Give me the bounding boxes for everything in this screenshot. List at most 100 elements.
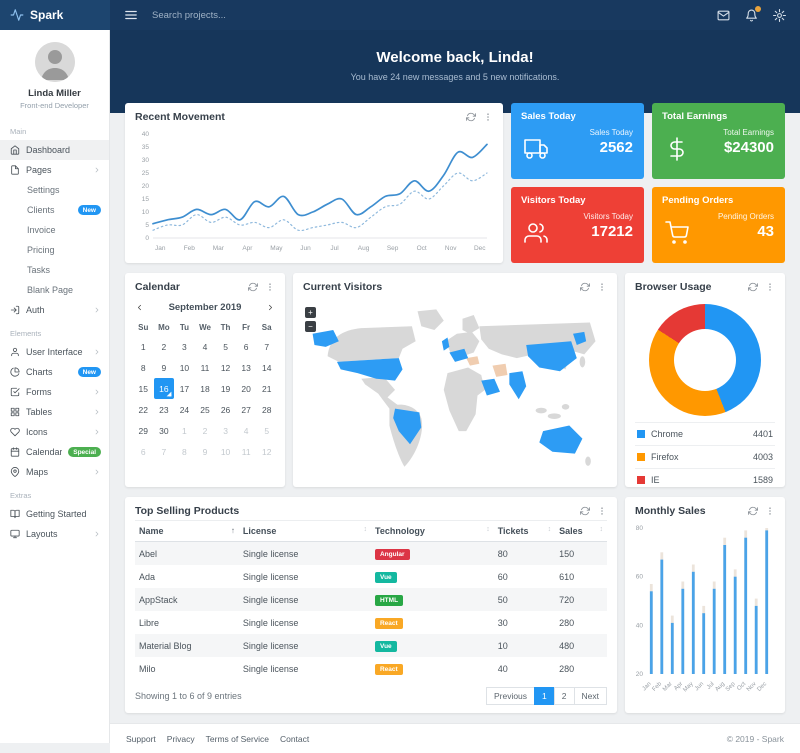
calendar-day[interactable]: 25 (200, 404, 210, 415)
column-header-technology[interactable]: Technology ↕ (370, 520, 494, 542)
legend-item-ie[interactable]: IE 1589 (635, 468, 775, 491)
refresh-icon[interactable] (748, 282, 758, 292)
calendar-day[interactable]: 12 (220, 362, 231, 373)
calendar-day[interactable]: 30 (159, 425, 169, 436)
stat-card-total-earnings[interactable]: Total Earnings Total Earnings $24300 (652, 103, 785, 179)
calendar-day[interactable]: 27 (241, 404, 251, 415)
table-row[interactable]: AppStack Single license HTML 50 720 (135, 588, 607, 611)
calendar-day[interactable]: 18 (200, 383, 210, 394)
brand[interactable]: Spark (0, 0, 110, 30)
footer-link-support[interactable]: Support (126, 733, 156, 744)
refresh-icon[interactable] (248, 282, 258, 292)
legend-item-firefox[interactable]: Firefox 4003 (635, 445, 775, 468)
calendar-day[interactable]: 9 (202, 446, 208, 457)
calendar-day[interactable]: 20 (241, 383, 251, 394)
calendar-day[interactable]: 15 (138, 383, 149, 394)
menu-icon[interactable] (124, 8, 138, 22)
calendar-day[interactable]: 26 (220, 404, 231, 415)
kebab-menu-icon[interactable] (597, 506, 607, 516)
calendar-next-icon[interactable] (266, 303, 275, 312)
sidebar-item-dashboard[interactable]: Dashboard (0, 140, 109, 160)
footer-link-terms-of-service[interactable]: Terms of Service (205, 733, 269, 744)
sidebar-item-layouts[interactable]: Layouts (0, 524, 109, 544)
sidebar-item-blank-page[interactable]: Blank Page (0, 280, 109, 300)
calendar-day[interactable]: 8 (182, 446, 187, 457)
sidebar-item-icons[interactable]: Icons (0, 422, 109, 442)
sidebar-item-calendar[interactable]: Calendar Special (0, 442, 109, 462)
calendar-day[interactable]: 3 (223, 425, 228, 436)
calendar-day[interactable]: 7 (264, 341, 270, 352)
calendar-day[interactable]: 19 (220, 383, 231, 394)
sidebar-item-pages[interactable]: Pages (0, 160, 109, 180)
calendar-day[interactable]: 23 (159, 404, 169, 415)
sidebar-item-auth[interactable]: Auth (0, 300, 109, 320)
refresh-icon[interactable] (748, 506, 758, 516)
table-row[interactable]: Libre Single license React 30 280 (135, 611, 607, 634)
world-map[interactable] (293, 296, 617, 482)
calendar-day[interactable]: 11 (241, 446, 251, 457)
sidebar-item-getting-started[interactable]: Getting Started (0, 504, 109, 524)
gear-icon[interactable] (773, 8, 786, 22)
table-row[interactable]: Milo Single license React 40 280 (135, 657, 607, 680)
calendar-day[interactable]: 21 (261, 383, 272, 394)
calendar-day[interactable]: 13 (241, 362, 251, 373)
calendar-day[interactable]: 7 (161, 446, 167, 457)
calendar-day[interactable]: 11 (200, 362, 210, 373)
table-row[interactable]: Abel Single license Angular 80 150 (135, 541, 607, 565)
calendar-day[interactable]: 8 (140, 362, 146, 373)
table-row[interactable]: Ada Single license Vue 60 610 (135, 565, 607, 588)
kebab-menu-icon[interactable] (765, 282, 775, 292)
sidebar-item-user-interface[interactable]: User Interface (0, 342, 109, 362)
column-header-tickets[interactable]: Tickets ↕ (493, 520, 556, 542)
calendar-day[interactable]: 24 (179, 404, 190, 415)
calendar-day[interactable]: 5 (223, 341, 228, 352)
sidebar-item-settings[interactable]: Settings (0, 180, 109, 200)
sidebar-item-tables[interactable]: Tables (0, 402, 109, 422)
column-header-sales[interactable]: Sales ↕ (555, 520, 607, 542)
stat-card-pending-orders[interactable]: Pending Orders Pending Orders 43 (652, 187, 785, 263)
kebab-menu-icon[interactable] (483, 112, 493, 122)
sidebar-item-pricing[interactable]: Pricing (0, 240, 109, 260)
calendar-day[interactable]: 12 (261, 446, 272, 457)
map-zoom-in-button[interactable]: + (305, 307, 316, 318)
calendar-day[interactable]: 17 (179, 383, 190, 394)
footer-link-privacy[interactable]: Privacy (166, 733, 195, 744)
search-input[interactable] (150, 8, 310, 22)
refresh-icon[interactable] (580, 282, 590, 292)
calendar-day[interactable]: 5 (264, 425, 270, 436)
calendar-day[interactable]: 10 (220, 446, 231, 457)
refresh-icon[interactable] (466, 112, 476, 122)
kebab-menu-icon[interactable] (597, 282, 607, 292)
page-button-1[interactable]: 1 (534, 687, 555, 705)
column-header-license[interactable]: License ↕ (238, 520, 371, 542)
avatar[interactable] (34, 42, 75, 82)
calendar-day[interactable]: 1 (140, 341, 146, 352)
calendar-day[interactable]: 28 (261, 404, 272, 415)
kebab-menu-icon[interactable] (265, 282, 275, 292)
sidebar-item-tasks[interactable]: Tasks (0, 260, 109, 280)
calendar-day[interactable]: 29 (138, 425, 149, 436)
calendar-day[interactable]: 2 (161, 341, 167, 352)
mail-icon[interactable] (717, 9, 730, 22)
stat-card-visitors-today[interactable]: Visitors Today Visitors Today 17212 (511, 187, 644, 263)
calendar-day[interactable]: 1 (182, 425, 187, 436)
legend-item-chrome[interactable]: Chrome 4401 (635, 422, 775, 445)
sidebar-item-invoice[interactable]: Invoice (0, 220, 109, 240)
calendar-day[interactable]: 3 (182, 341, 187, 352)
calendar-day[interactable]: 9 (161, 362, 167, 373)
calendar-day[interactable]: 4 (243, 425, 249, 436)
kebab-menu-icon[interactable] (765, 506, 775, 516)
calendar-day[interactable]: 2 (202, 425, 208, 436)
map-zoom-out-button[interactable]: − (305, 321, 316, 332)
calendar-prev-icon[interactable] (135, 303, 144, 312)
refresh-icon[interactable] (580, 506, 590, 516)
footer-link-contact[interactable]: Contact (279, 733, 310, 744)
bell-icon[interactable] (745, 5, 761, 22)
sidebar-item-clients[interactable]: Clients New (0, 200, 109, 220)
column-header-name[interactable]: Name ↑ (135, 520, 239, 542)
calendar-day[interactable]: 6 (243, 341, 249, 352)
table-row[interactable]: Material Blog Single license Vue 10 480 (135, 634, 607, 657)
stat-card-sales-today[interactable]: Sales Today Sales Today 2562 (511, 103, 644, 179)
calendar-day[interactable]: 14 (261, 362, 272, 373)
calendar-day[interactable]: 6 (140, 446, 146, 457)
